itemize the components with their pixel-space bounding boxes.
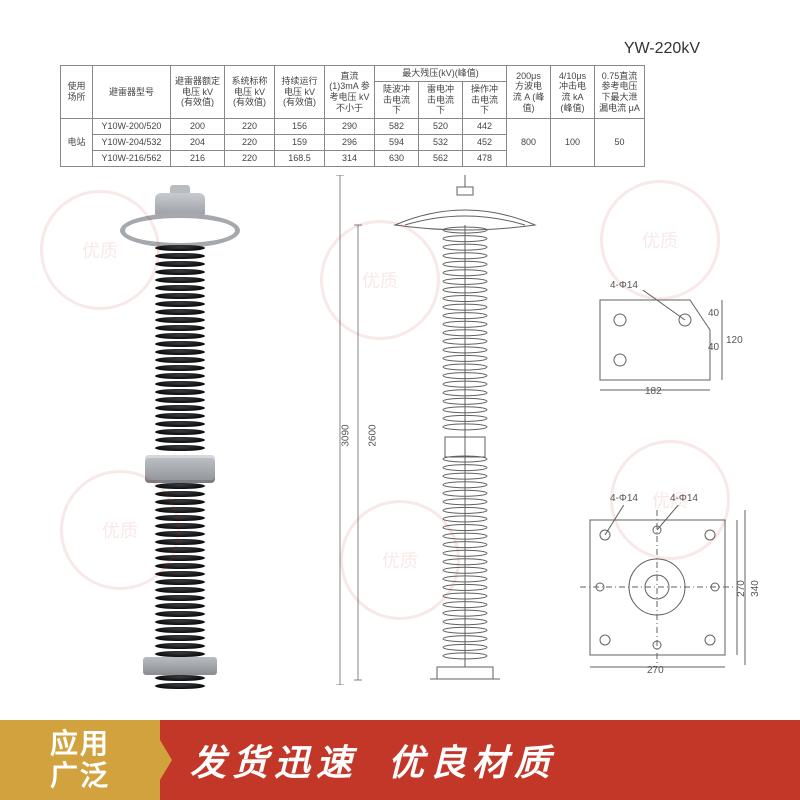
banner-arrow-icon [148,720,172,800]
th-usage: 使用场所 [61,66,93,119]
cell: 220 [225,119,275,135]
th-steep: 陡波冲击电流下 [375,81,419,118]
cell: 532 [419,134,463,150]
cell: 50 [595,119,645,166]
cell: 168.5 [275,150,325,166]
cell-usage: 电站 [61,119,93,166]
cell: Y10W-216/562 [93,150,171,166]
grading-ring-icon [120,213,240,248]
dim-height-lines [330,175,370,685]
cell: 800 [507,119,551,166]
cell: 220 [225,134,275,150]
mid-coupling-icon [145,455,215,483]
detail-top-b: 40 [708,342,719,353]
th-system: 系统标称电压 kV (有效值) [225,66,275,119]
cell: 582 [375,119,419,135]
top-cap-icon [155,193,205,215]
cell: Y10W-200/520 [93,119,171,135]
detail-bottom-note2: 4-Φ14 [670,493,698,504]
cell: 442 [463,119,507,135]
detail-top-w: 182 [645,386,662,397]
product-photo [115,185,245,675]
cell: 478 [463,150,507,166]
cell: 156 [275,119,325,135]
cell: 220 [225,150,275,166]
cell: 159 [275,134,325,150]
base-flange-icon [143,657,217,675]
detail-bottom-plate: 4-Φ14 4-Φ14 270 270 340 [575,505,750,680]
cell: 314 [325,150,375,166]
cell: 630 [375,150,419,166]
detail-top-a: 40 [708,308,719,319]
detail-top-plate: 4-Φ14 182 120 40 40 [580,290,740,400]
th-dcref: 直流 (1)3mA 参考电压 kV 不小于 [325,66,375,119]
spec-table: 使用场所 避雷器型号 避雷器额定电压 kV (有效值) 系统标称电压 kV (有… [60,65,645,167]
cell: 296 [325,134,375,150]
cell: 216 [171,150,225,166]
th-200us: 200μs 方波电流 A (峰值) [507,66,551,119]
banner-left: 应用 广泛 [0,720,160,800]
cell: 200 [171,119,225,135]
banner-left-line1: 应用 [50,728,110,760]
th-leak: 0.75直流参考电压下最大泄漏电流 μA [595,66,645,119]
cell: Y10W-204/532 [93,134,171,150]
detail-bottom-outer: 340 [750,580,761,597]
th-rated: 避雷器额定电压 kV (有效值) [171,66,225,119]
cell: 290 [325,119,375,135]
cell: 100 [551,119,595,166]
banner-right-line1: 发货迅速 [190,734,358,786]
detail-bottom-inner: 270 [736,580,747,597]
datasheet-page: YW-220kV 使用场所 避雷器型号 避雷器额定电压 kV (有效值) 系统标… [0,0,800,800]
outline-drawing [375,175,555,685]
cell: 562 [419,150,463,166]
table-row: 电站 Y10W-200/520 200 220 156 290 582 520 … [61,119,645,135]
detail-bottom-note1: 4-Φ14 [610,493,638,504]
spec-table-body: 电站 Y10W-200/520 200 220 156 290 582 520 … [61,119,645,166]
detail-bottom-w: 270 [647,665,664,676]
model-title: YW-220kV [624,40,700,58]
th-cont: 持续运行电压 kV (有效值) [275,66,325,119]
spec-table-head: 使用场所 避雷器型号 避雷器额定电压 kV (有效值) 系统标称电压 kV (有… [61,66,645,119]
promo-banner: 应用 广泛 发货迅速 优良材质 [0,720,800,800]
th-model: 避雷器型号 [93,66,171,119]
th-residual: 最大残压(kV)(峰值) [375,66,507,82]
banner-right: 发货迅速 优良材质 [160,720,800,800]
banner-right-line2: 优良材质 [388,734,556,786]
cell: 452 [463,134,507,150]
detail-top-h: 120 [726,335,743,346]
cell: 520 [419,119,463,135]
th-lightning: 雷电冲击电流下 [419,81,463,118]
th-switch: 操作冲击电流下 [463,81,507,118]
shed-stack-upper [155,245,205,453]
banner-left-line2: 广泛 [50,760,110,792]
cell: 594 [375,134,419,150]
cell: 204 [171,134,225,150]
th-410us: 4/10μs 冲击电流 kA (峰值) [551,66,595,119]
detail-top-note: 4-Φ14 [610,280,638,291]
